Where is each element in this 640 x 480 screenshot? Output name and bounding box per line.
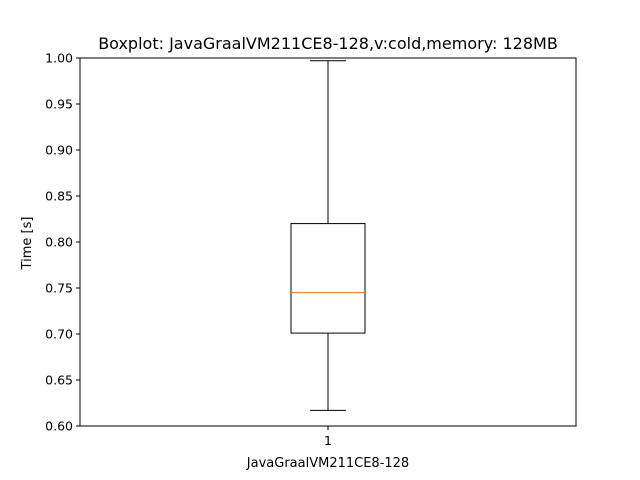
y-tick-label: 0.80 [45,235,73,250]
chart-title: Boxplot: JavaGraalVM211CE8-128,v:cold,me… [98,34,558,53]
y-axis-label: Time [s] [20,217,35,271]
y-tick-label: 0.75 [45,281,73,296]
iqr-box [290,223,366,334]
y-tick-label: 0.90 [45,143,73,158]
y-tick-label: 1.00 [45,51,73,66]
y-tick-label: 0.60 [45,419,73,434]
y-tick-label: 0.95 [45,97,73,112]
y-tick-label: 0.65 [45,373,73,388]
y-tick-label: 0.70 [45,327,73,342]
plot-area: 0.60 0.65 0.70 0.75 0.80 0.85 0.90 0.95 1.00 1 [45,51,577,448]
x-tick-label: 1 [324,433,332,448]
y-tick-label: 0.85 [45,189,73,204]
x-axis-label: JavaGraalVM211CE8-128 [246,456,409,471]
